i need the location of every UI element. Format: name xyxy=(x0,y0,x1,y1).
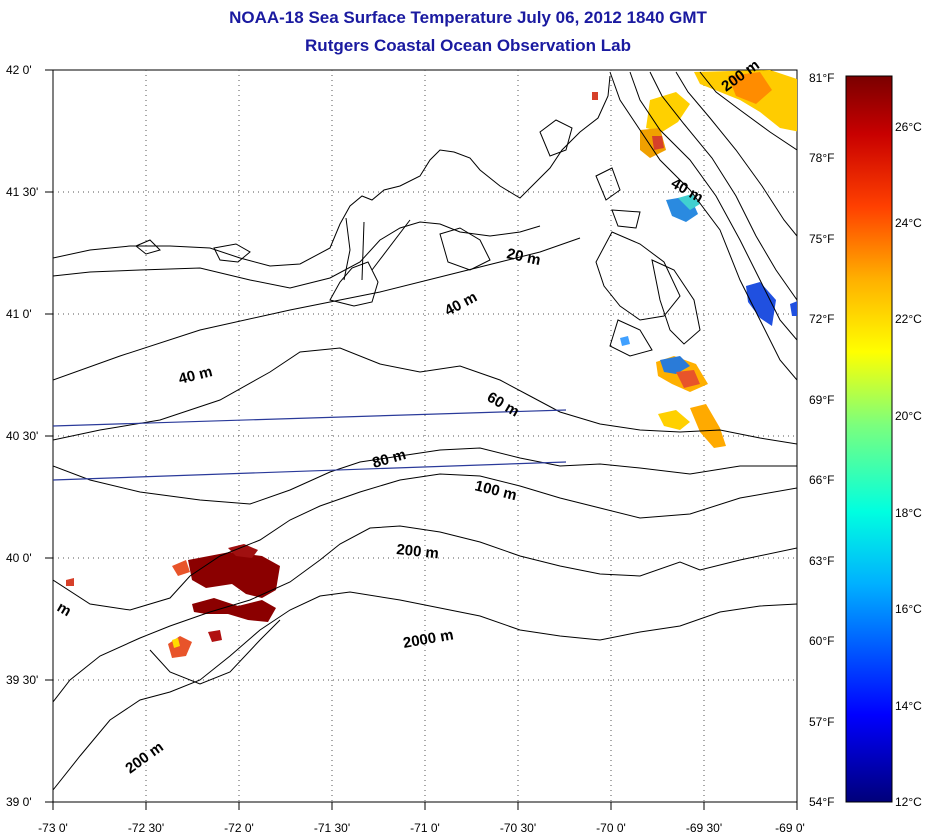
colorbar-f-label: 75°F xyxy=(809,232,834,246)
lat-tick-label: 41 30' xyxy=(6,185,38,199)
colorbar-f-label: 72°F xyxy=(809,312,834,326)
latitude-labels: 42 0' 41 30' 41 0' 40 30' 40 0' 39 30' 3… xyxy=(6,63,38,809)
colorbar-celsius-labels: 26°C 24°C 22°C 20°C 18°C 16°C 14°C 12°C xyxy=(895,120,922,809)
colorbar-f-label: 78°F xyxy=(809,151,834,165)
lat-tick-label: 39 0' xyxy=(6,795,32,809)
colorbar-c-label: 24°C xyxy=(895,216,922,230)
colorbar-c-label: 16°C xyxy=(895,602,922,616)
sst-patches xyxy=(66,70,797,658)
map-title: NOAA-18 Sea Surface Temperature July 06,… xyxy=(229,8,707,27)
coastline xyxy=(53,75,701,357)
colorbar-fahrenheit-labels: 81°F 78°F 75°F 72°F 69°F 66°F 63°F 60°F … xyxy=(809,71,834,809)
shipping-lanes xyxy=(53,409,567,481)
lon-tick-label: -72 0' xyxy=(224,821,254,835)
colorbar xyxy=(845,75,893,803)
lon-tick-label: -69 30' xyxy=(686,821,722,835)
colorbar-c-label: 26°C xyxy=(895,120,922,134)
map-subtitle: Rutgers Coastal Ocean Observation Lab xyxy=(305,36,631,55)
colorbar-f-label: 81°F xyxy=(809,71,834,85)
colorbar-f-label: 63°F xyxy=(809,554,834,568)
lon-tick-label: -69 0' xyxy=(775,821,805,835)
bathymetry-contours xyxy=(53,71,797,791)
colorbar-f-label: 69°F xyxy=(809,393,834,407)
graticule xyxy=(53,70,797,802)
colorbar-c-label: 20°C xyxy=(895,409,922,423)
lon-tick-label: -73 0' xyxy=(38,821,68,835)
lat-tick-label: 40 0' xyxy=(6,551,32,565)
tick-marks xyxy=(45,69,798,810)
colorbar-c-label: 12°C xyxy=(895,795,922,809)
colorbar-c-label: 14°C xyxy=(895,699,922,713)
contour-label: 200 m xyxy=(396,541,440,562)
lat-tick-label: 39 30' xyxy=(6,673,38,687)
colorbar-f-label: 57°F xyxy=(809,715,834,729)
lon-tick-label: -70 30' xyxy=(500,821,536,835)
lat-tick-label: 40 30' xyxy=(6,429,38,443)
lon-tick-label: -71 0' xyxy=(410,821,440,835)
lat-tick-label: 42 0' xyxy=(6,63,32,77)
lon-tick-label: -72 30' xyxy=(128,821,164,835)
colorbar-c-label: 18°C xyxy=(895,506,922,520)
lat-tick-label: 41 0' xyxy=(6,307,32,321)
contour-label: 20 m xyxy=(505,245,542,269)
colorbar-c-label: 22°C xyxy=(895,312,922,326)
colorbar-f-label: 66°F xyxy=(809,473,834,487)
lon-tick-label: -71 30' xyxy=(314,821,350,835)
longitude-labels: -73 0' -72 30' -72 0' -71 30' -71 0' -70… xyxy=(38,821,805,835)
colorbar-f-label: 54°F xyxy=(809,795,834,809)
lon-tick-label: -70 0' xyxy=(596,821,626,835)
colorbar-f-label: 60°F xyxy=(809,634,834,648)
